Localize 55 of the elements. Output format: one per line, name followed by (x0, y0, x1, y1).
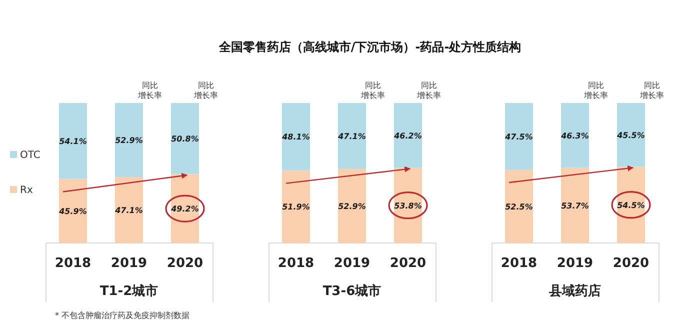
bar (59, 103, 87, 179)
x-axis-title: T1-2城市 (100, 283, 158, 299)
data-label: 52.9% (338, 202, 366, 211)
data-label: 53.8% (394, 201, 422, 210)
data-label: 48.1% (281, 132, 310, 142)
text: * 不包含肿瘤治疗药及免疫抑制剂数据 (55, 311, 190, 320)
text: 同比增长率 (137, 81, 162, 100)
x-tick-label: 2020 (166, 256, 204, 271)
data-label: 51.9% (282, 202, 310, 212)
x-tick-label: 2018 (54, 256, 92, 271)
data-label: 54.1% (59, 136, 87, 146)
text: 同比增长率 (193, 81, 218, 100)
data-label: 47.1% (114, 206, 143, 216)
data-label: 49.2% (170, 204, 199, 214)
x-tick-label: 2020 (612, 256, 650, 271)
bar (561, 103, 589, 168)
bar (338, 168, 366, 243)
data-label: 46.3% (560, 131, 589, 140)
bar (505, 170, 533, 243)
bar (282, 170, 310, 243)
data-label: 46.2% (393, 131, 422, 140)
data-label: 53.7% (561, 201, 589, 210)
x-tick-label: 2019 (556, 256, 594, 271)
x-axis-title: 县域药店 (548, 283, 601, 299)
bar (115, 177, 143, 243)
data-label: 54.5% (617, 200, 645, 210)
x-tick-label: 2018 (500, 256, 538, 271)
data-label: 47.1% (337, 132, 366, 141)
data-label: 47.5% (504, 132, 533, 142)
data-label: 50.8% (171, 134, 199, 144)
bar (171, 103, 199, 174)
data-label: 52.5% (505, 202, 533, 212)
bar (505, 103, 533, 170)
bar (617, 103, 645, 167)
x-tick-label: 2018 (278, 256, 314, 271)
text: 同比增长率 (639, 81, 664, 100)
legend-label: Rx (20, 185, 33, 196)
chart-title: 全国零售药店（高线城市/下沉市场）-药品-处方性质结构 (218, 40, 522, 54)
text: 同比增长率 (583, 81, 608, 100)
bar (115, 103, 143, 178)
bar (59, 178, 87, 243)
text: 同比增长率 (416, 81, 441, 100)
bar (282, 103, 310, 170)
legend-label: OTC (20, 150, 40, 161)
x-axis-title: T3-6城市 (322, 283, 382, 299)
data-label: 52.9% (115, 136, 143, 146)
x-tick-label: 2019 (334, 256, 370, 271)
data-label: 45.9% (58, 206, 87, 216)
bar (394, 103, 422, 168)
text: 同比增长率 (360, 81, 385, 100)
x-tick-label: 2020 (390, 256, 426, 271)
bar (338, 103, 366, 169)
bar (561, 168, 589, 243)
x-tick-label: 2019 (110, 256, 148, 271)
data-label: 45.5% (616, 130, 645, 140)
